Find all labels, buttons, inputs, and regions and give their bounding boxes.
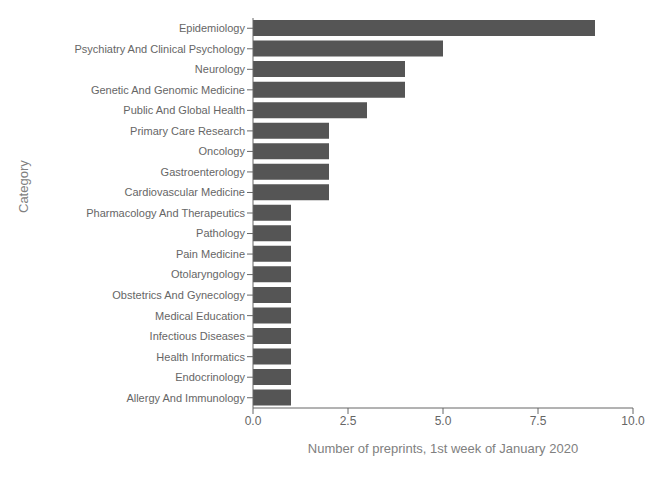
svg-text:Pharmacology And Therapeutics: Pharmacology And Therapeutics bbox=[86, 207, 245, 219]
svg-text:Category: Category bbox=[16, 160, 31, 213]
svg-text:0.0: 0.0 bbox=[245, 414, 262, 428]
svg-text:Public And Global Health: Public And Global Health bbox=[123, 104, 245, 116]
svg-text:Gastroenterology: Gastroenterology bbox=[161, 166, 246, 178]
svg-text:Cardiovascular Medicine: Cardiovascular Medicine bbox=[125, 186, 245, 198]
svg-text:Obstetrics And Gynecology: Obstetrics And Gynecology bbox=[112, 289, 245, 301]
svg-text:Number of preprints, 1st week: Number of preprints, 1st week of January… bbox=[308, 441, 578, 456]
svg-text:Endocrinology: Endocrinology bbox=[175, 371, 245, 383]
svg-text:Otolaryngology: Otolaryngology bbox=[171, 268, 245, 280]
svg-text:Allergy And Immunology: Allergy And Immunology bbox=[126, 392, 245, 404]
svg-text:10.0: 10.0 bbox=[621, 414, 645, 428]
svg-text:Oncology: Oncology bbox=[199, 145, 246, 157]
svg-text:Medical Education: Medical Education bbox=[155, 310, 245, 322]
svg-text:Primary Care Research: Primary Care Research bbox=[130, 125, 245, 137]
svg-text:Genetic And Genomic Medicine: Genetic And Genomic Medicine bbox=[91, 84, 245, 96]
svg-text:Psychiatry And Clinical Psycho: Psychiatry And Clinical Psychology bbox=[74, 43, 245, 55]
svg-text:2.5: 2.5 bbox=[340, 414, 357, 428]
svg-text:Epidemiology: Epidemiology bbox=[179, 22, 246, 34]
svg-text:7.5: 7.5 bbox=[530, 414, 547, 428]
svg-text:Pain Medicine: Pain Medicine bbox=[176, 248, 245, 260]
svg-text:5.0: 5.0 bbox=[435, 414, 452, 428]
svg-text:Neurology: Neurology bbox=[195, 63, 246, 75]
svg-text:Health Informatics: Health Informatics bbox=[156, 351, 245, 363]
svg-text:Pathology: Pathology bbox=[196, 227, 245, 239]
svg-text:Infectious Diseases: Infectious Diseases bbox=[150, 330, 246, 342]
